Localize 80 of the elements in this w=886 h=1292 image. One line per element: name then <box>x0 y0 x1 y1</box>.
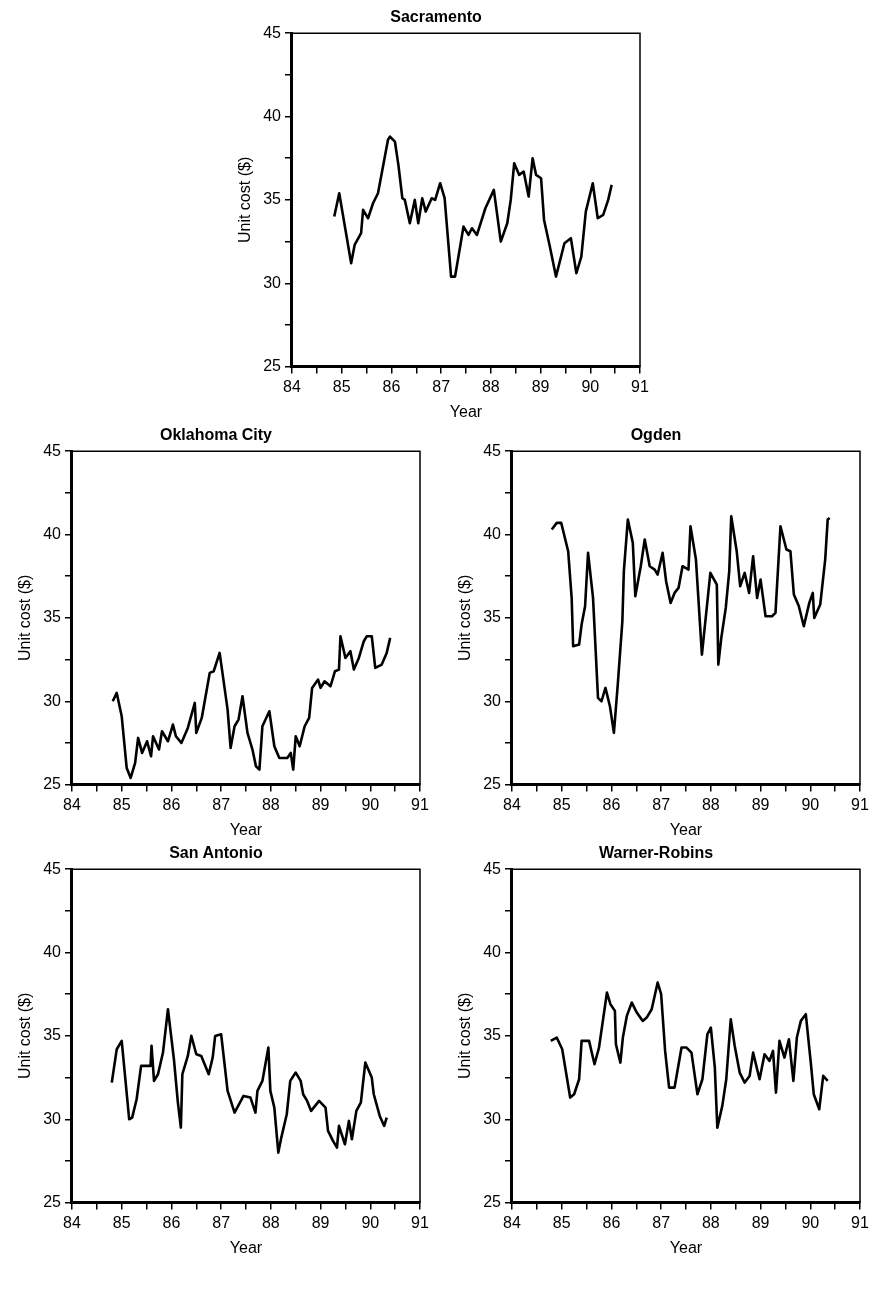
chart-title: Ogden <box>630 426 682 444</box>
y-axis-title: Unit cost ($) <box>456 992 474 1080</box>
y-tick-label: 45 <box>43 859 62 877</box>
x-tick-label: 90 <box>581 377 600 395</box>
x-tick-label: 91 <box>851 795 869 813</box>
x-tick-label: 85 <box>112 1213 131 1231</box>
y-tick-label: 25 <box>483 1193 502 1211</box>
y-tick-label: 40 <box>43 524 62 542</box>
x-tick-label: 85 <box>552 795 571 813</box>
y-tick-label: 25 <box>43 775 62 793</box>
y-tick-label: 45 <box>483 441 502 459</box>
y-tick-label: 35 <box>483 1026 502 1044</box>
x-tick-label: 89 <box>311 795 330 813</box>
x-tick-label: 86 <box>162 1213 181 1231</box>
x-axis-title: Year <box>229 820 263 838</box>
x-tick-label: 87 <box>432 377 451 395</box>
x-axis-title: Year <box>449 402 483 420</box>
y-tick-label: 30 <box>43 691 62 709</box>
chart-title: Oklahoma City <box>159 426 273 444</box>
x-tick-label: 89 <box>531 377 550 395</box>
y-tick-label: 35 <box>43 1026 62 1044</box>
y-tick-label: 35 <box>263 190 282 208</box>
y-tick-label: 40 <box>483 524 502 542</box>
x-axis-title: Year <box>669 820 703 838</box>
y-tick-label: 25 <box>483 775 502 793</box>
y-tick-label: 30 <box>483 1109 502 1127</box>
x-axis-title: Year <box>669 1238 703 1256</box>
x-tick-label: 87 <box>652 1213 671 1231</box>
x-tick-label: 85 <box>332 377 351 395</box>
x-tick-label: 85 <box>112 795 131 813</box>
x-tick-label: 86 <box>382 377 401 395</box>
x-tick-label: 87 <box>652 795 671 813</box>
y-tick-label: 25 <box>263 357 282 375</box>
x-tick-label: 88 <box>261 795 280 813</box>
y-axis-title: Unit cost ($) <box>236 156 254 244</box>
y-tick-label: 30 <box>263 273 282 291</box>
y-axis-title: Unit cost ($) <box>456 574 474 662</box>
x-tick-label: 88 <box>701 795 720 813</box>
x-tick-label: 84 <box>283 377 301 395</box>
x-tick-label: 88 <box>701 1213 720 1231</box>
y-tick-label: 30 <box>43 1109 62 1127</box>
x-tick-label: 86 <box>602 795 621 813</box>
x-tick-label: 89 <box>311 1213 330 1231</box>
x-tick-label: 91 <box>851 1213 869 1231</box>
chart-title: San Antonio <box>169 844 264 862</box>
y-tick-label: 45 <box>43 441 62 459</box>
x-tick-label: 89 <box>751 1213 770 1231</box>
y-tick-label: 35 <box>43 608 62 626</box>
x-tick-label: 88 <box>481 377 500 395</box>
y-axis-title: Unit cost ($) <box>16 992 34 1080</box>
y-tick-label: 35 <box>483 608 502 626</box>
x-tick-label: 90 <box>361 1213 380 1231</box>
y-tick-label: 45 <box>263 23 282 41</box>
x-tick-label: 90 <box>801 1213 820 1231</box>
x-tick-label: 91 <box>411 1213 429 1231</box>
x-tick-label: 86 <box>602 1213 621 1231</box>
x-tick-label: 91 <box>631 377 649 395</box>
y-tick-label: 30 <box>483 691 502 709</box>
x-tick-label: 84 <box>63 795 81 813</box>
x-tick-label: 88 <box>261 1213 280 1231</box>
y-tick-label: 25 <box>43 1193 62 1211</box>
x-tick-label: 90 <box>801 795 820 813</box>
chart-title: Sacramento <box>390 8 483 26</box>
x-tick-label: 91 <box>411 795 429 813</box>
y-tick-label: 40 <box>43 942 62 960</box>
chart-title: Warner-Robins <box>598 844 714 862</box>
x-tick-label: 84 <box>63 1213 81 1231</box>
y-tick-label: 40 <box>263 106 282 124</box>
x-axis-title: Year <box>229 1238 263 1256</box>
x-tick-label: 86 <box>162 795 181 813</box>
x-tick-label: 87 <box>212 1213 231 1231</box>
x-tick-label: 84 <box>503 795 521 813</box>
x-tick-label: 85 <box>552 1213 571 1231</box>
x-tick-label: 84 <box>503 1213 521 1231</box>
x-tick-label: 87 <box>212 795 231 813</box>
y-axis-title: Unit cost ($) <box>16 574 34 662</box>
y-tick-label: 45 <box>483 859 502 877</box>
x-tick-label: 89 <box>751 795 770 813</box>
x-tick-label: 90 <box>361 795 380 813</box>
y-tick-label: 40 <box>483 942 502 960</box>
